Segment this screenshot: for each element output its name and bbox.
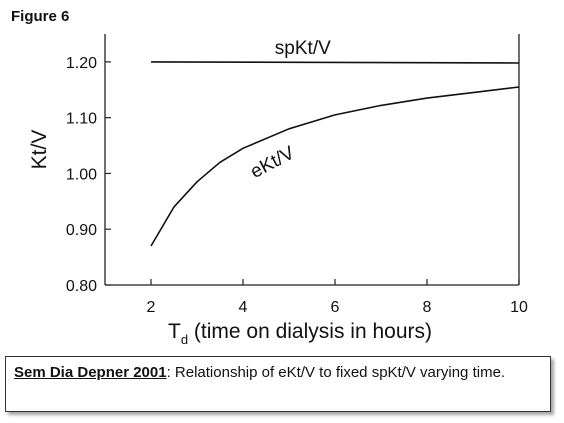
chart-labels: 0.80 0.90 1.00 1.10 1.20 2 4 6 8 10 Kt/V Td (time o… — [28, 38, 528, 347]
chart-axes — [104, 34, 520, 286]
y-tick-label: 1.10 — [66, 111, 97, 128]
x-tick-label: 8 — [423, 299, 432, 316]
y-tick-label: 1.00 — [66, 166, 97, 183]
series-line-spktv — [150, 61, 520, 64]
caption-box: Sem Dia Depner 2001: Relationship of eKt… — [5, 356, 551, 412]
x-tick-label: 4 — [239, 299, 248, 316]
y-tick-label: 0.90 — [66, 222, 97, 239]
x-tick-label: 10 — [510, 299, 528, 316]
x-tick-label: 6 — [331, 299, 340, 316]
figure-label: Figure 6 — [11, 8, 70, 25]
y-tick-label: 0.80 — [66, 278, 97, 295]
series-label-spktv: spKt/V — [275, 38, 331, 59]
chart-series — [150, 61, 520, 247]
series-label-ektv: eKt/V — [247, 142, 298, 183]
x-axis-label: Td (time on dialysis in hours) — [168, 320, 432, 347]
y-tick-label: 1.20 — [66, 55, 97, 72]
x-tick-label: 2 — [147, 299, 156, 316]
y-axis-label: Kt/V — [28, 130, 51, 170]
caption-text: : Relationship of eKt/V to fixed spKt/V … — [166, 364, 506, 381]
caption-source: Sem Dia Depner 2001 — [14, 364, 167, 381]
series-line-ektv — [150, 86, 520, 247]
chart: 0.80 0.90 1.00 1.10 1.20 2 4 6 8 10 Kt/V Td (time o… — [28, 34, 528, 347]
